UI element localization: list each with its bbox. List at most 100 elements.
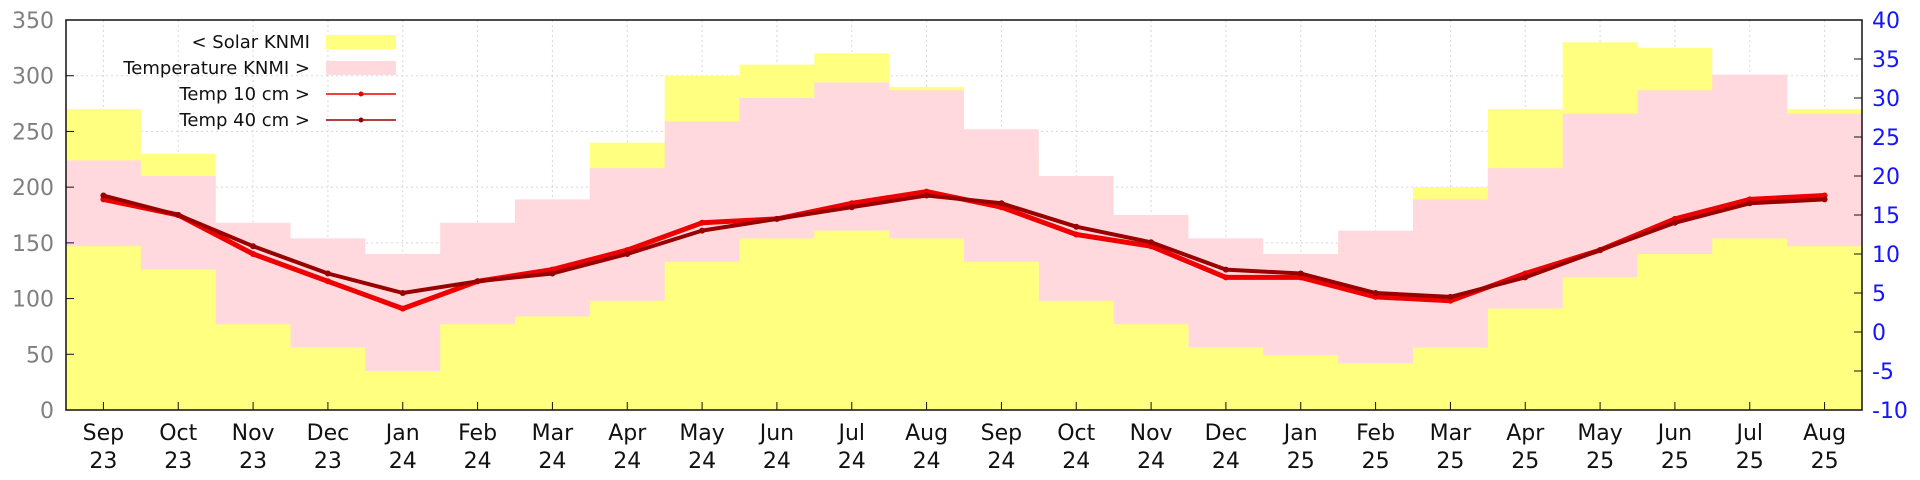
left-tick-label: 350 <box>12 9 54 34</box>
x-tick-month: Sep <box>83 421 124 446</box>
x-tick-year: 25 <box>1736 449 1764 474</box>
x-tick-year: 23 <box>164 449 192 474</box>
x-tick-year: 23 <box>314 449 342 474</box>
temp-10cm-point <box>699 219 706 226</box>
left-tick-label: 300 <box>12 65 54 90</box>
x-tick-year: 25 <box>1661 449 1689 474</box>
left-tick-label: 250 <box>12 120 54 145</box>
right-tick-label: -10 <box>1872 399 1908 424</box>
temp-10cm-point <box>1222 274 1229 281</box>
temp-40cm-line <box>102 193 1825 299</box>
x-tick-year: 25 <box>1511 449 1539 474</box>
x-tick-year: 23 <box>89 449 117 474</box>
x-tick-year: 24 <box>389 449 417 474</box>
x-tick-month: Mar <box>532 421 574 446</box>
x-tick-month: Jul <box>1734 421 1763 446</box>
x-tick-year: 25 <box>1362 449 1390 474</box>
right-tick-label: 5 <box>1872 282 1886 307</box>
x-tick-year: 23 <box>239 449 267 474</box>
x-tick-month: Apr <box>1506 421 1545 446</box>
legend-label: Temp 40 cm > <box>178 110 310 131</box>
x-tick-month: Mar <box>1430 421 1472 446</box>
x-tick-month: Oct <box>1057 421 1095 446</box>
temp-40cm-point <box>998 200 1005 207</box>
legend-swatch-point <box>358 117 364 123</box>
right-axis-ticks: -10 -5 0 5 10 15 20 25 30 35 40 <box>1854 9 1908 424</box>
x-tick-month: Jan <box>1282 421 1318 446</box>
right-tick-label: 35 <box>1872 48 1900 73</box>
x-tick-year: 25 <box>1586 449 1614 474</box>
temp-40cm-point <box>848 204 855 211</box>
legend-swatch <box>326 61 396 75</box>
temp-40cm-point <box>399 290 406 296</box>
temp-40cm-point <box>1746 200 1753 207</box>
x-tick-month: Jun <box>1656 421 1692 446</box>
left-tick-label: 150 <box>12 232 54 257</box>
right-tick-label: 30 <box>1872 87 1900 112</box>
left-tick-label: 0 <box>40 399 54 424</box>
temp-40cm-point <box>1447 293 1454 300</box>
band-areas <box>66 42 1862 411</box>
x-tick-year: 24 <box>763 449 791 474</box>
left-tick-label: 200 <box>12 176 54 201</box>
x-tick-month: Feb <box>458 421 497 446</box>
right-tick-label: 15 <box>1872 204 1900 229</box>
x-tick-year: 24 <box>987 449 1015 474</box>
x-tick-month: Sep <box>981 421 1022 446</box>
right-tick-label: 10 <box>1872 243 1900 268</box>
temp-40cm-point <box>1671 219 1678 226</box>
right-tick-label: 0 <box>1872 321 1886 346</box>
temp-40cm-point <box>923 192 930 199</box>
legend-label: Temp 10 cm > <box>178 84 310 105</box>
x-tick-month: Jan <box>384 421 420 446</box>
temp-40cm-point <box>1073 223 1080 230</box>
legend-swatch <box>326 35 396 49</box>
x-tick-year: 24 <box>613 449 641 474</box>
x-tick-month: Aug <box>1803 421 1846 446</box>
temp-40cm-point <box>1297 270 1304 277</box>
temp-10cm-point <box>399 305 406 312</box>
temp-10cm-point <box>324 278 331 285</box>
temp-40cm-point <box>474 278 481 285</box>
x-tick-year: 24 <box>913 449 941 474</box>
temp-40cm-point <box>624 251 631 257</box>
x-tick-month: Aug <box>905 421 948 446</box>
temp-40cm-point <box>549 270 556 277</box>
x-tick-year: 24 <box>464 449 492 474</box>
temp-40cm-point <box>699 227 706 234</box>
x-tick-year: 24 <box>1212 449 1240 474</box>
x-tick-month: Feb <box>1356 421 1395 446</box>
legend-swatch-point <box>358 91 364 97</box>
x-tick-month: May <box>1577 421 1622 446</box>
x-tick-year: 24 <box>1062 449 1090 474</box>
x-tick-year: 25 <box>1811 449 1839 474</box>
left-tick-label: 100 <box>12 288 54 313</box>
x-tick-year: 24 <box>1137 449 1165 474</box>
right-tick-label: 20 <box>1872 165 1900 190</box>
temp-40cm-point <box>250 243 257 250</box>
x-tick-month: Dec <box>1205 421 1248 446</box>
x-tick-year: 24 <box>838 449 866 474</box>
temp-40cm-point <box>175 212 182 218</box>
temp-40cm-point <box>1148 239 1155 246</box>
temp-40cm-point <box>1522 274 1529 281</box>
x-tick-year: 25 <box>1436 449 1464 474</box>
x-axis-ticks: Sep 23 Oct 23 Nov 23 Dec 23 Jan 24 Feb 24 Mar 24 Apr 24… <box>83 402 1846 474</box>
temperature-lines <box>100 188 1828 312</box>
temp-40cm-point <box>1222 266 1229 273</box>
x-tick-month: Jul <box>836 421 865 446</box>
x-tick-year: 24 <box>688 449 716 474</box>
x-tick-year: 24 <box>538 449 566 474</box>
x-tick-year: 25 <box>1287 449 1315 474</box>
legend-label: < Solar KNMI <box>191 32 310 53</box>
temp-40cm-point <box>100 192 107 199</box>
temp-40cm-point <box>1597 247 1604 254</box>
left-tick-label: 50 <box>26 343 54 368</box>
right-tick-label: -5 <box>1872 360 1894 385</box>
temp-40cm-point <box>1821 196 1828 203</box>
x-tick-month: May <box>679 421 724 446</box>
temp-10cm-point <box>250 251 257 257</box>
right-tick-label: 25 <box>1872 126 1900 151</box>
right-tick-label: 40 <box>1872 9 1900 34</box>
